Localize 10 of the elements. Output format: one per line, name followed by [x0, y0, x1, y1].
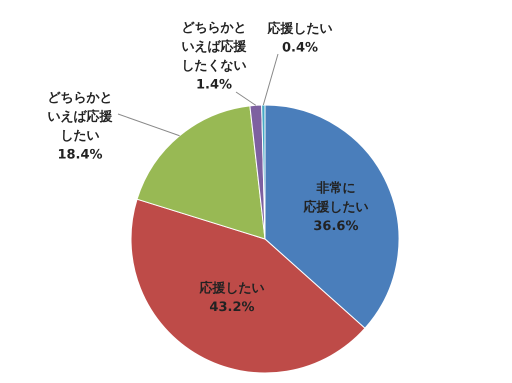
- slice-label: どちらかといえば応援したい: [48, 90, 112, 143]
- data-label: 0.4%: [282, 40, 318, 55]
- data-label: 36.6%: [313, 218, 358, 234]
- slice-label: 応援したい: [266, 20, 332, 36]
- data-label: 1.4%: [196, 77, 232, 92]
- slice-label: どちらかといえば応援したくない: [182, 20, 246, 73]
- slice-label: 非常に応援したい: [302, 180, 368, 215]
- data-label: 18.4%: [57, 147, 103, 162]
- slice-label: 応援したい: [198, 279, 264, 296]
- data-label: 43.2%: [209, 299, 255, 314]
